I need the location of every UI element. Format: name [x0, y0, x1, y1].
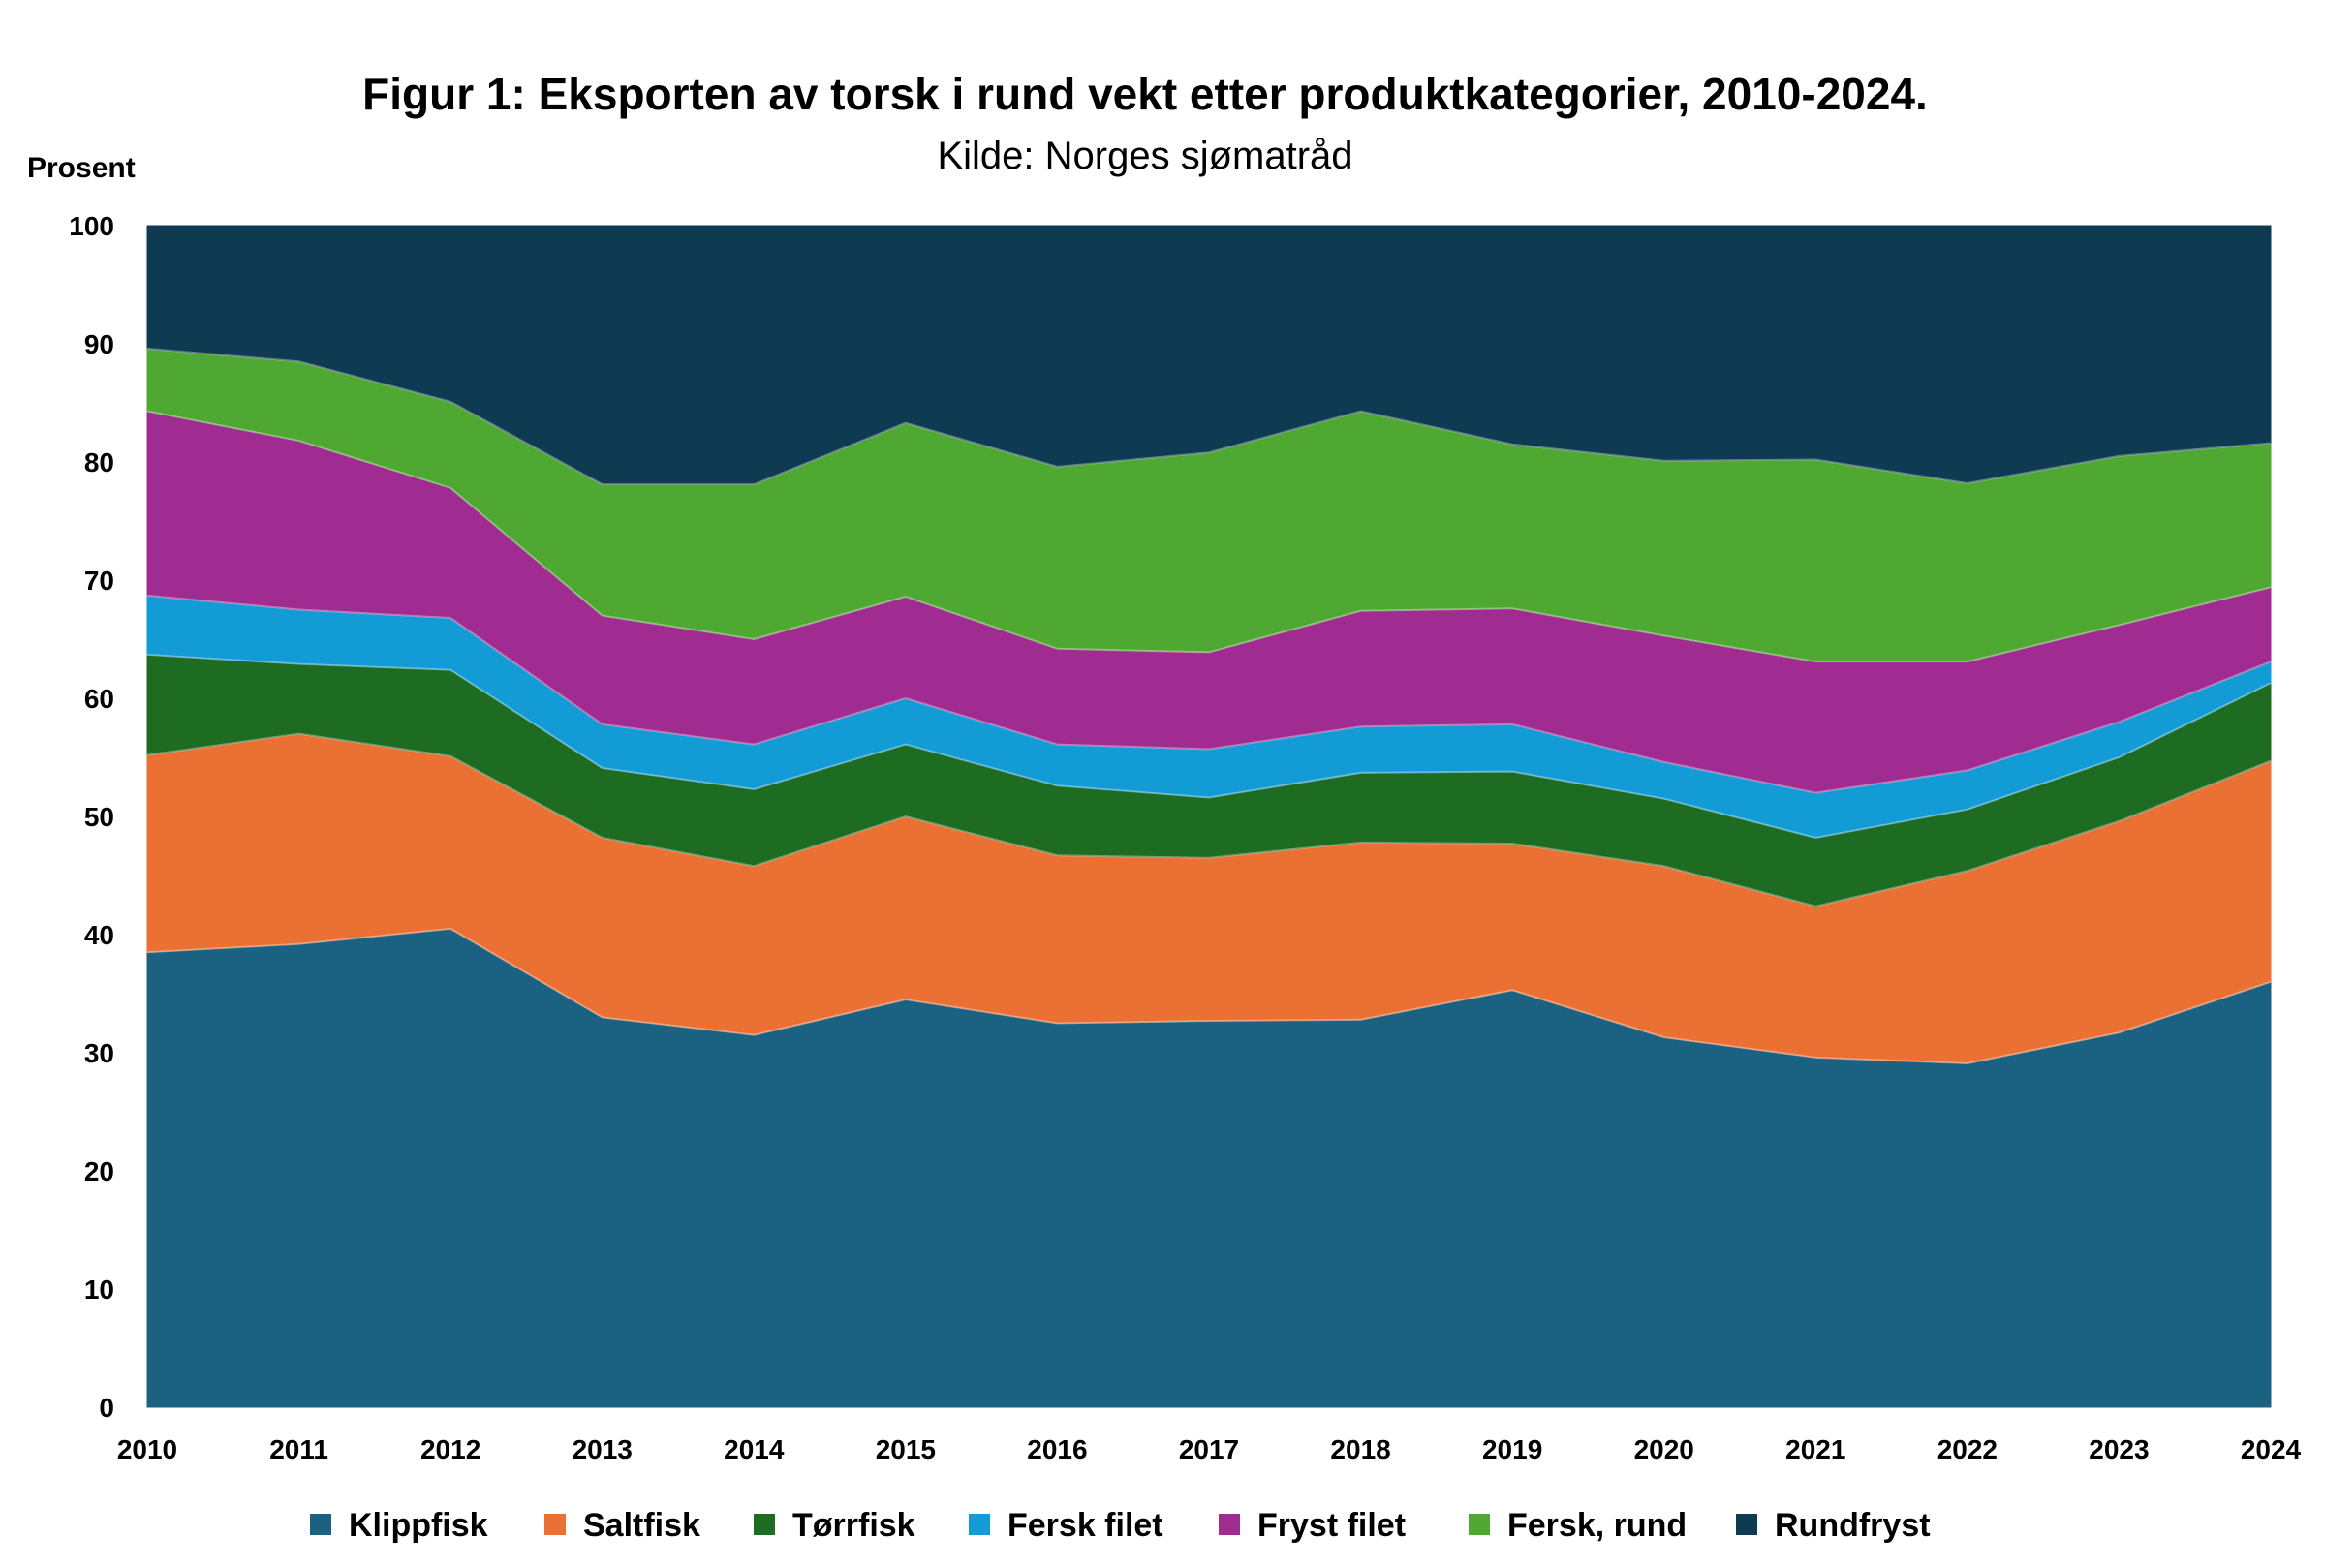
x-tick-label: 2015	[876, 1434, 936, 1464]
legend-swatch	[1219, 1514, 1240, 1535]
y-tick-label: 30	[84, 1038, 114, 1068]
x-tick-label: 2010	[117, 1434, 177, 1464]
legend-item-saltfisk: Saltfisk	[544, 1507, 700, 1544]
x-tick-label: 2017	[1179, 1434, 1239, 1464]
x-tick-label: 2016	[1027, 1434, 1087, 1464]
legend-swatch	[544, 1514, 566, 1535]
x-tick-label: 2012	[420, 1434, 480, 1464]
y-tick-label: 80	[84, 447, 114, 477]
area-rundfryst	[146, 225, 2272, 485]
boundary-fersk-filet	[146, 594, 2272, 794]
x-axis-ticks: 2010 2011 2012 2013 2014 2015 2016 2017 2018 2019…	[117, 1434, 2302, 1464]
legend-label: Rundfryst	[1775, 1507, 1931, 1544]
legend-label: Tørrfisk	[792, 1507, 915, 1544]
legend-label: Fersk, rund	[1507, 1507, 1687, 1544]
y-tick-label: 100	[69, 211, 114, 241]
y-tick-label: 20	[84, 1156, 114, 1186]
x-tick-label: 2014	[724, 1434, 785, 1464]
legend-label: Fryst filet	[1257, 1507, 1406, 1544]
legend-swatch	[1736, 1514, 1757, 1535]
legend-label: Fersk filet	[1008, 1507, 1163, 1544]
boundary-torrfisk	[146, 653, 2272, 839]
x-tick-label: 2018	[1330, 1434, 1390, 1464]
x-tick-label: 2022	[1938, 1434, 1998, 1464]
chart-subtitle: Kilde: Norges sjømatråd	[937, 135, 1352, 177]
legend-label: Klippfisk	[349, 1507, 488, 1544]
legend-item-rundfryst: Rundfryst	[1736, 1507, 1931, 1544]
legend-swatch	[969, 1514, 990, 1535]
y-tick-label: 60	[84, 684, 114, 714]
y-tick-label: 10	[84, 1275, 114, 1305]
legend-swatch	[310, 1514, 331, 1535]
chart-title: Figur 1: Eksporten av torsk i rund vekt …	[362, 69, 1928, 119]
x-tick-label: 2013	[573, 1434, 633, 1464]
x-tick-label: 2023	[2089, 1434, 2149, 1464]
y-axis-ticks: 0 10 20 30 40 50 60 70 80 90 100	[69, 211, 114, 1423]
legend-item-fersk-filet: Fersk filet	[969, 1507, 1163, 1544]
legend-item-fersk-rund: Fersk, rund	[1469, 1507, 1687, 1544]
boundary-fryst-filet	[146, 410, 2272, 663]
x-tick-label: 2021	[1785, 1434, 1845, 1464]
y-tick-label: 50	[84, 802, 114, 832]
y-tick-label: 90	[84, 329, 114, 359]
area-layers	[146, 225, 2272, 1408]
x-tick-label: 2024	[2241, 1434, 2302, 1464]
legend-label: Saltfisk	[583, 1507, 700, 1544]
legend-item-torrfisk: Tørrfisk	[754, 1507, 915, 1544]
legend: Klippfisk Saltfisk Tørrfisk Fersk filet Frys…	[310, 1507, 1931, 1544]
y-tick-label: 40	[84, 920, 114, 950]
y-tick-label: 0	[99, 1393, 114, 1423]
x-tick-label: 2011	[269, 1434, 328, 1464]
x-tick-label: 2019	[1482, 1434, 1542, 1464]
boundary-fersk-rund	[146, 347, 2272, 486]
legend-item-klippfisk: Klippfisk	[310, 1507, 488, 1544]
boundary-klippfisk	[146, 927, 2272, 1064]
legend-swatch	[1469, 1514, 1490, 1535]
legend-item-fryst-filet: Fryst filet	[1219, 1507, 1406, 1544]
legend-swatch	[754, 1514, 775, 1535]
x-tick-label: 2020	[1634, 1434, 1694, 1464]
boundary-saltfisk	[146, 732, 2272, 907]
y-tick-label: 70	[84, 566, 114, 596]
y-axis-label: Prosent	[27, 152, 136, 184]
